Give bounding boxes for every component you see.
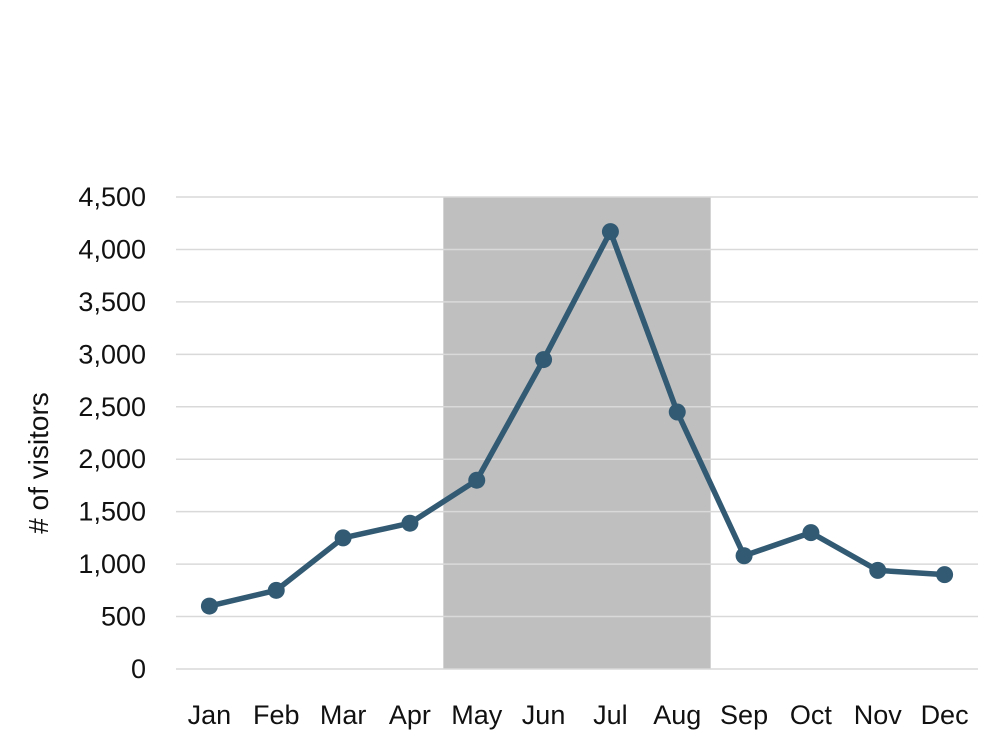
y-tick-label: 1,500 [78,497,146,527]
y-tick-label: 0 [131,654,146,684]
x-tick-label: Apr [389,700,431,730]
x-tick-label: Mar [320,700,367,730]
highlight-band-layer [443,197,711,669]
data-point [735,547,753,565]
highlight-band [443,197,711,669]
y-tick-label: 3,000 [78,339,146,369]
y-tick-label: 500 [101,602,146,632]
data-point [334,529,352,547]
data-point [601,223,619,241]
x-axis-ticks: Jan Feb Mar Apr May Jun Jul Aug Sep Oct Nov Dec [188,700,969,730]
y-tick-label: 4,500 [78,182,146,212]
data-point [535,351,553,369]
y-axis-title: # of visitors [23,392,54,534]
x-tick-label: Aug [653,700,701,730]
x-tick-label: Jan [188,700,232,730]
x-tick-label: Jun [522,700,566,730]
data-point [869,561,887,579]
x-tick-label: Dec [921,700,969,730]
y-tick-label: 2,000 [78,444,146,474]
x-tick-label: Jul [593,700,628,730]
data-point [200,597,218,615]
series-line [206,228,948,609]
data-point [401,514,419,532]
data-point [267,581,285,599]
data-point [802,524,820,542]
data-point [668,403,686,421]
data-point [936,566,954,584]
y-tick-label: 2,500 [78,392,146,422]
y-tick-label: 4,000 [78,234,146,264]
y-tick-label: 3,500 [78,287,146,317]
y-axis-ticks: 0 500 1,000 1,500 2,000 2,500 3,000 3,500 4,000 4… [78,182,146,684]
data-points [200,223,954,615]
x-tick-label: Sep [720,700,768,730]
x-tick-label: Feb [253,700,300,730]
data-point [468,471,486,489]
series-line-layer [206,228,948,609]
x-tick-label: Nov [854,700,903,730]
x-tick-label: Oct [790,700,833,730]
x-tick-label: May [451,700,503,730]
y-tick-label: 1,000 [78,549,146,579]
